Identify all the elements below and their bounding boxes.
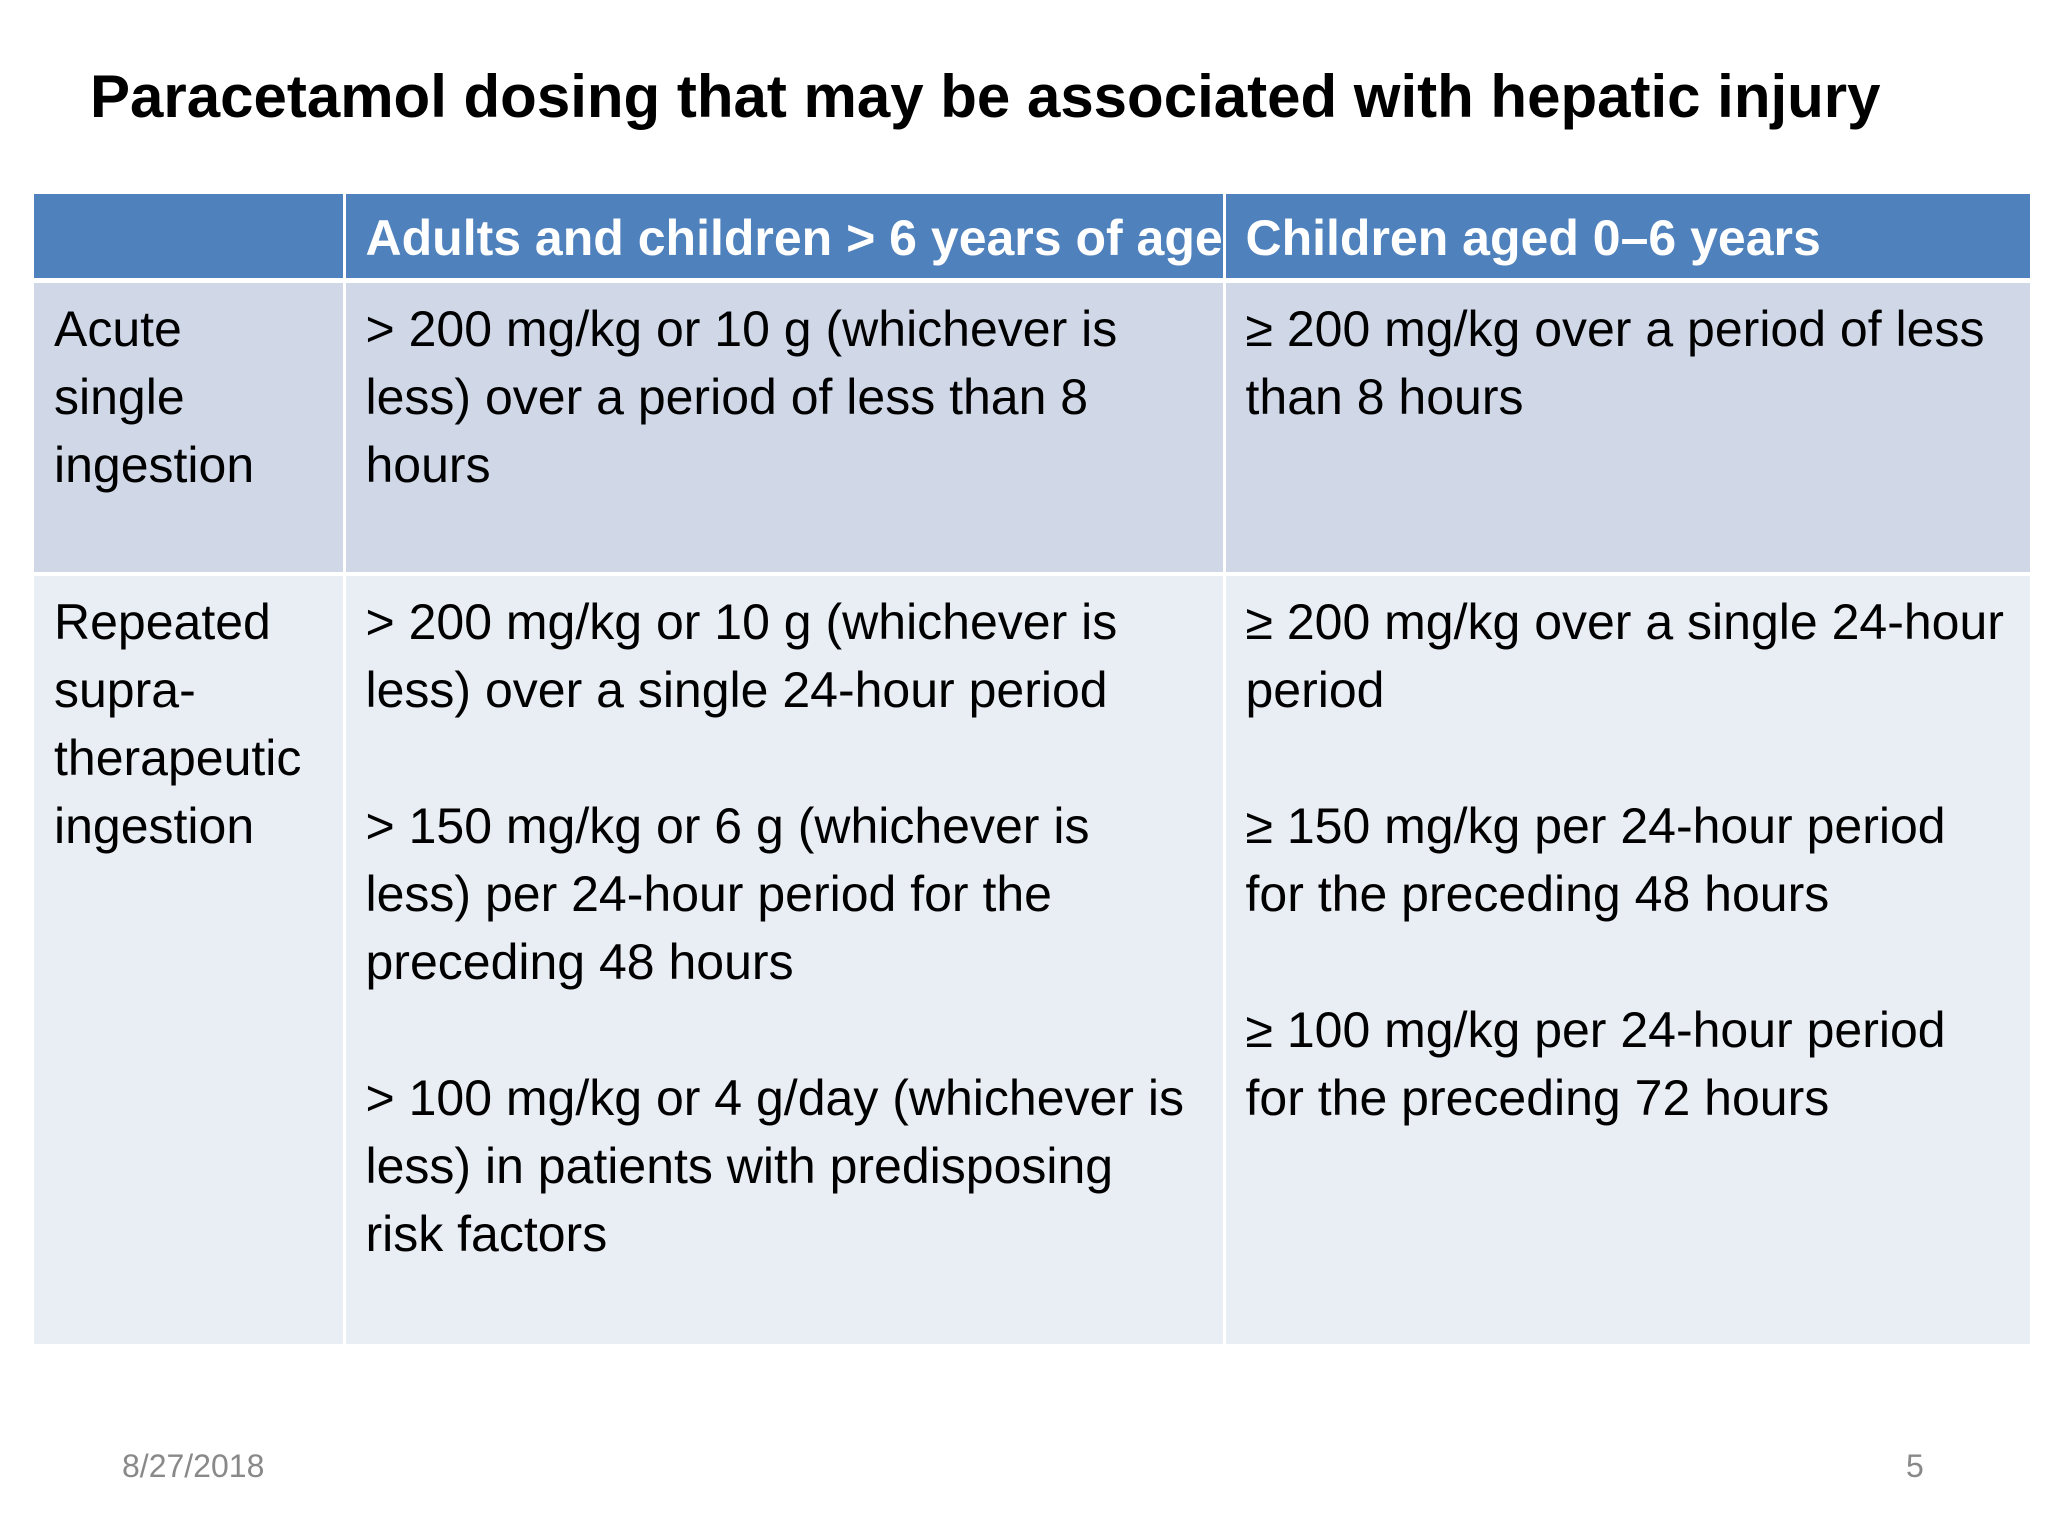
table-row-repeated: Repeated supra-therapeutic ingestion > 2… [34,574,2030,1344]
cell-text: > 200 mg/kg or 10 g (whichever is less) … [365,594,1118,718]
table-row-acute: Acute single ingestion > 200 mg/kg or 10… [34,280,2030,576]
footer-date: 8/27/2018 [122,1448,265,1484]
cell-acute-adults: > 200 mg/kg or 10 g (whichever is less) … [342,280,1226,576]
cell-acute-children: ≥ 200 mg/kg over a period of less than 8… [1222,280,2030,576]
cell-text: ≥ 200 mg/kg over a single 24-hour period [1245,594,2004,718]
table-header-row: Adults and children > 6 years of age Chi… [34,194,2030,283]
header-adults: Adults and children > 6 years of age [342,194,1226,283]
cell-text: ≥ 150 mg/kg per 24-hour period for the p… [1245,798,1946,922]
cell-text: > 100 mg/kg or 4 g/day (whichever is les… [365,1070,1184,1262]
cell-text: > 200 mg/kg or 10 g (whichever is less) … [365,300,1118,493]
row-label-repeated-text: Repeated supra-therapeutic ingestion [54,594,302,854]
row-label-repeated: Repeated supra-therapeutic ingestion [34,574,346,1344]
header-children: Children aged 0–6 years [1222,194,2030,283]
cell-text: > 150 mg/kg or 6 g (whichever is less) p… [365,798,1090,990]
slide-title: Paracetamol dosing that may be associate… [90,63,1881,130]
row-label-acute: Acute single ingestion [34,280,346,576]
footer-page-number: 5 [1906,1448,1924,1484]
row-label-acute-text: Acute single ingestion [54,300,255,493]
cell-repeated-children: ≥ 200 mg/kg over a single 24-hour period… [1222,574,2030,1344]
cell-repeated-adults: > 200 mg/kg or 10 g (whichever is less) … [342,574,1226,1344]
dosing-table: Adults and children > 6 years of age Chi… [34,194,2030,1344]
cell-text: ≥ 100 mg/kg per 24-hour period for the p… [1245,1002,1946,1126]
header-empty-cell [34,194,346,283]
cell-text: ≥ 200 mg/kg over a period of less than 8… [1245,300,1985,425]
